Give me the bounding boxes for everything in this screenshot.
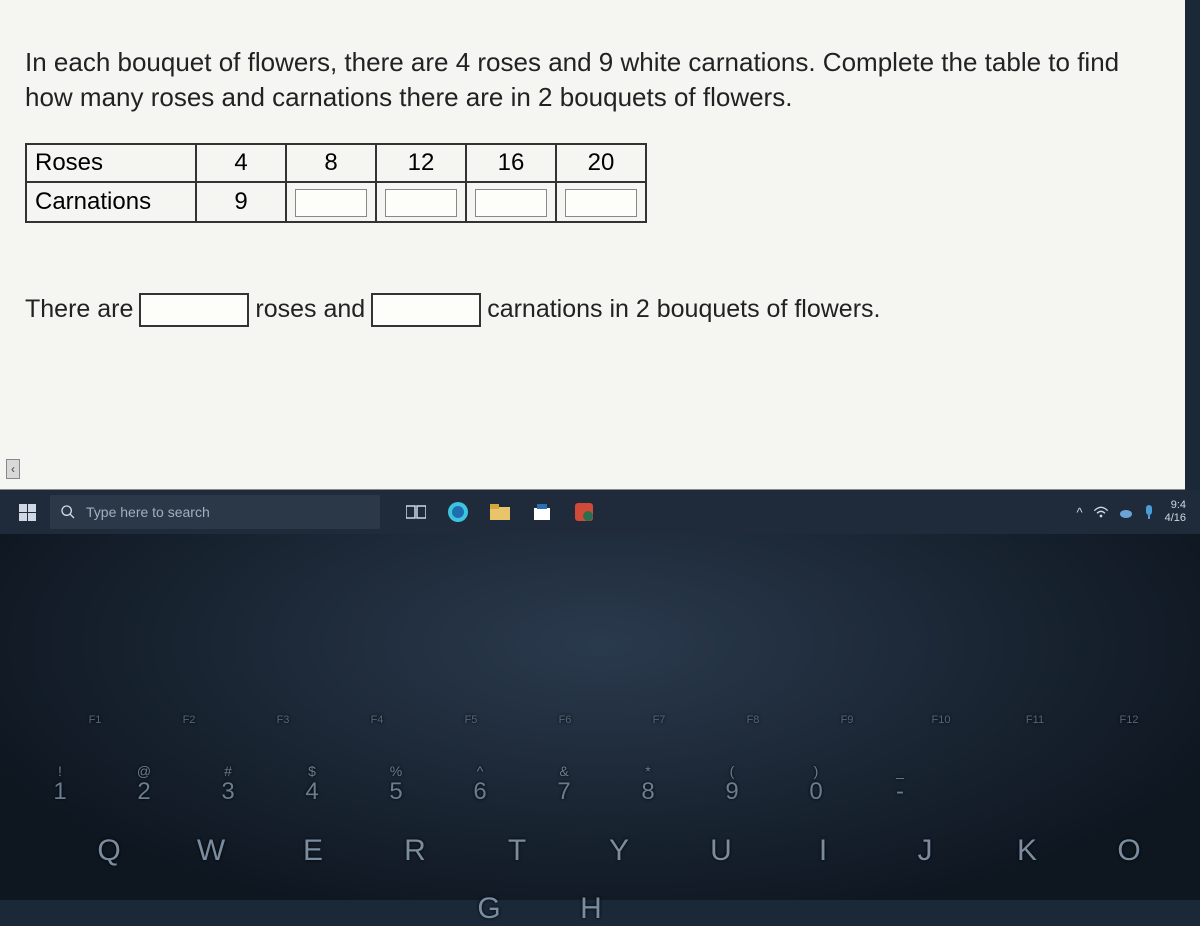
roses-answer-input[interactable] [139,293,249,327]
table-cell: 16 [466,144,556,182]
keyboard-key: U [682,834,760,868]
keyboard-key: F11 [1000,714,1070,726]
search-placeholder: Type here to search [86,504,210,520]
question-text: In each bouquet of flowers, there are 4 … [25,45,1160,115]
row-label-carnations: Carnations [26,182,196,222]
keyboard-key: E [274,834,352,868]
edge-button[interactable] [440,494,476,530]
keyboard-key: %5 [366,764,426,804]
row-label-roses: Roses [26,144,196,182]
worksheet-window: In each bouquet of flowers, there are 4 … [0,0,1185,490]
keyboard-key: ^6 [450,764,510,804]
app-button[interactable] [566,494,602,530]
tray-date-text: 4/16 [1165,512,1186,525]
keyboard-key: !1 [30,764,90,804]
explorer-button[interactable] [482,494,518,530]
keyboard-key: $4 [282,764,342,804]
keyboard-key: _- [870,764,930,804]
keyboard-key: R [376,834,454,868]
edge-icon [447,501,469,523]
keyboard-key: Q [70,834,148,868]
keyboard-key: O [1090,834,1168,868]
keyboard-key: F7 [624,714,694,726]
task-view-button[interactable] [398,494,434,530]
task-view-icon [406,504,426,520]
keyboard-key: K [988,834,1066,868]
carnations-input-4[interactable] [565,189,637,217]
keyboard-key: T [478,834,556,868]
table-cell: 8 [286,144,376,182]
table-cell-input [466,182,556,222]
keyboard-key: F6 [530,714,600,726]
keyboard-key: F5 [436,714,506,726]
keyboard-key: F4 [342,714,412,726]
answer-sentence: There are roses and carnations in 2 bouq… [25,293,1160,327]
carnations-input-3[interactable] [475,189,547,217]
wifi-icon[interactable] [1093,505,1109,519]
keyboard-key: I [784,834,862,868]
keyboard-key: H [552,892,630,926]
app-icon [573,501,595,523]
taskbar: Type here to search ^ 9:4 4/16 [0,490,1200,534]
taskbar-search[interactable]: Type here to search [50,495,380,529]
folder-icon [489,503,511,521]
keyboard-key: (9 [702,764,762,804]
keyboard-key: F3 [248,714,318,726]
carnations-input-1[interactable] [295,189,367,217]
keyboard-key: &7 [534,764,594,804]
keyboard-key: F10 [906,714,976,726]
keyboard-key: @2 [114,764,174,804]
table-cell-input [286,182,376,222]
carnations-answer-input[interactable] [371,293,481,327]
keyboard-key: F2 [154,714,224,726]
table-cell: 4 [196,144,286,182]
table-row: Roses 4 8 12 16 20 [26,144,646,182]
table-cell: 12 [376,144,466,182]
table-row: Carnations 9 [26,182,646,222]
tray-chevron-icon[interactable]: ^ [1076,505,1082,520]
scroll-left-button[interactable]: ‹ [6,459,20,479]
tray-time-text: 9:4 [1165,499,1186,512]
system-tray: ^ 9:4 4/16 [1076,499,1196,524]
windows-icon [19,504,36,521]
table-cell: 20 [556,144,646,182]
keyboard-key: insert [1188,714,1200,726]
tray-clock[interactable]: 9:4 4/16 [1165,499,1186,524]
carnations-input-2[interactable] [385,189,457,217]
start-button[interactable] [4,492,50,532]
keyboard-key: F9 [812,714,882,726]
keyboard-key: Y [580,834,658,868]
store-icon [532,502,552,522]
store-button[interactable] [524,494,560,530]
sentence-part: There are [25,295,133,324]
keyboard-key: F8 [718,714,788,726]
microphone-icon[interactable] [1143,504,1155,520]
keyboard-key: J [886,834,964,868]
table-cell-input [556,182,646,222]
taskbar-pinned [398,494,602,530]
keyboard-key: P [1192,834,1200,868]
keyboard-key: F1 [60,714,130,726]
physical-keyboard: F1 F2 F3 F4 F5 F6 F7 F8 F9 F10 F11 F12 insert !1 @2 #3… [0,534,1200,900]
keyboard-key: *8 [618,764,678,804]
keyboard-key: F12 [1094,714,1164,726]
sentence-part: carnations in 2 bouquets of flowers. [487,295,880,324]
table-cell: 9 [196,182,286,222]
keyboard-key: )0 [786,764,846,804]
search-icon [60,504,76,520]
sentence-part: roses and [255,295,365,324]
keyboard-key: #3 [198,764,258,804]
keyboard-key: W [172,834,250,868]
keyboard-key: G [450,892,528,926]
table-cell-input [376,182,466,222]
ratio-table: Roses 4 8 12 16 20 Carnations 9 [25,143,647,223]
onedrive-icon[interactable] [1119,504,1133,520]
